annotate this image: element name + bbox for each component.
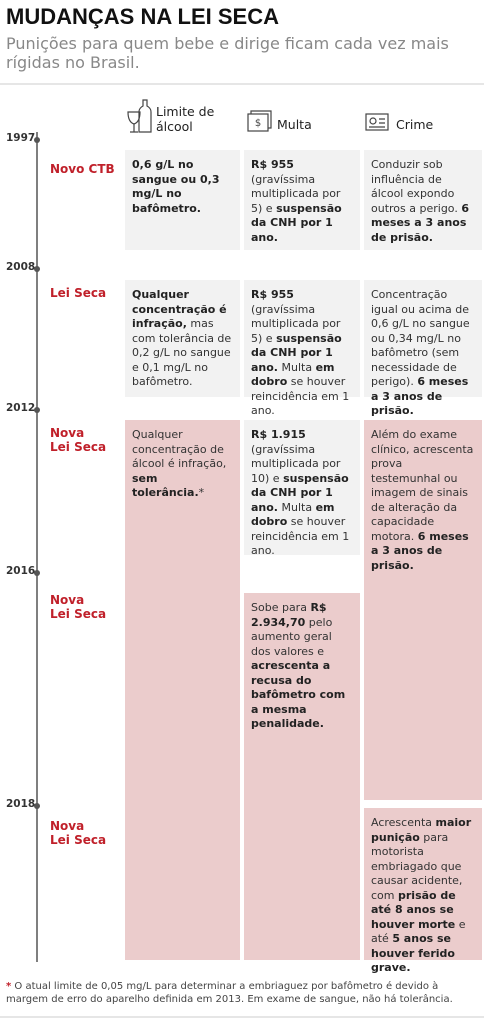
cell-text: 0,6 g/L no sangue ou 0,3 mg/L no bafômet… bbox=[132, 158, 220, 215]
year: 1997 bbox=[6, 132, 36, 144]
entry-label: Nova Lei Seca bbox=[50, 426, 107, 454]
year: 2018 bbox=[6, 798, 36, 810]
footnote-text: O atual limite de 0,05 mg/L para determi… bbox=[6, 981, 453, 1005]
cell-text: em dobro bbox=[251, 360, 335, 389]
cell-text: pelo aumento geral dos valores e bbox=[251, 615, 333, 658]
cell-text: prisão de até 8 anos se houver morte bbox=[371, 888, 456, 931]
timeline-dot bbox=[34, 407, 40, 413]
cell-text: suspensão da CNH por 1 ano. bbox=[251, 471, 349, 514]
cell: R$ 955 (gravíssima multiplicada por 5) e… bbox=[244, 280, 360, 417]
cell-text: e até bbox=[371, 917, 466, 946]
cell-text: acrescenta a recusa do bafômetro com a m… bbox=[251, 659, 346, 730]
cell-text: (gravíssima multiplicada por 10) e bbox=[251, 442, 341, 485]
cell: Qualquer concentração de álcool é infraç… bbox=[125, 420, 240, 960]
cell-text: * bbox=[198, 486, 205, 499]
cell-text: em dobro bbox=[251, 500, 335, 529]
cell-text: 6 meses a 3 anos de prisão. bbox=[371, 201, 469, 244]
icon-alcohol bbox=[127, 99, 152, 133]
cell-text: R$ 955 bbox=[251, 158, 294, 171]
cell-text: (gravíssima multiplicada por 5) e bbox=[251, 302, 341, 345]
timeline-dot bbox=[34, 266, 40, 272]
cell-text: Multa bbox=[278, 500, 316, 514]
bottom-rule bbox=[0, 1016, 484, 1018]
subtitle: Punições para quem bebe e dirige ficam c… bbox=[6, 34, 449, 72]
cell-text: Além do exame clínico, acrescenta prova … bbox=[371, 428, 474, 543]
cell-text: para motorista embriagado que causar aci… bbox=[371, 830, 463, 902]
year: 2008 bbox=[6, 261, 36, 273]
column-header: Multa bbox=[277, 117, 312, 132]
cell-text: Qualquer concentração de álcool é infraç… bbox=[132, 428, 227, 470]
cell: Concentração igual ou acima de 0,6 g/L n… bbox=[364, 280, 482, 417]
cell-text: se houver reincidência em 1 ano. bbox=[251, 375, 350, 417]
cell-text: 6 meses a 3 anos de prisão. bbox=[371, 375, 469, 417]
cell-text: Conduzir sob influência de álcool expond… bbox=[371, 158, 462, 215]
cell: Sobe para R$ 2.934,70 pelo aumento geral… bbox=[244, 593, 360, 960]
icon-fine: $ bbox=[247, 110, 272, 132]
cell-text: Qualquer concentração é infração, bbox=[132, 288, 227, 330]
cell-text: R$ 2.934,70 bbox=[251, 601, 327, 629]
year: 2012 bbox=[6, 402, 36, 414]
entry-label: Novo CTB bbox=[50, 162, 115, 176]
cell-text: R$ 955 bbox=[251, 288, 294, 301]
cell: Conduzir sob influência de álcool expond… bbox=[364, 150, 482, 250]
cell: Além do exame clínico, acrescenta prova … bbox=[364, 420, 482, 800]
column-header: Limite de álcool bbox=[156, 104, 215, 134]
cell: 0,6 g/L no sangue ou 0,3 mg/L no bafômet… bbox=[125, 150, 240, 250]
column-header: Crime bbox=[396, 117, 434, 132]
entry-label: Nova Lei Seca bbox=[50, 819, 107, 847]
svg-text:$: $ bbox=[255, 118, 261, 129]
cell-text: sem tolerância. bbox=[132, 471, 199, 500]
cell-text: Acrescenta bbox=[371, 816, 436, 829]
footnote: * O atual limite de 0,05 mg/L para deter… bbox=[6, 980, 480, 1006]
footnote-marker: * bbox=[6, 981, 12, 992]
cell-text: maior punição bbox=[371, 816, 472, 844]
cell-text: Multa bbox=[278, 360, 316, 374]
cell: R$ 1.915 (gravíssima multiplicada por 10… bbox=[244, 420, 360, 557]
cell-text: (gravíssima multiplicada por 5) e bbox=[251, 172, 341, 215]
year: 2016 bbox=[6, 565, 36, 577]
cell: Qualquer concentração é infração, mas co… bbox=[125, 280, 240, 397]
entry-label: Lei Seca bbox=[50, 286, 107, 300]
cell: Acrescenta maior punição para motorista … bbox=[364, 808, 482, 974]
title: MUDANÇAS NA LEI SECA bbox=[6, 4, 279, 29]
icon-crime bbox=[365, 113, 389, 131]
timeline-dot bbox=[34, 803, 40, 809]
entry-label: Nova Lei Seca bbox=[50, 593, 107, 621]
cell-text: mas com tolerância de 0,2 g/L no sangue … bbox=[132, 317, 232, 388]
cell: R$ 955 (gravíssima multiplicada por 5) e… bbox=[244, 150, 360, 250]
cell-text: Sobe para bbox=[251, 601, 311, 614]
cell-text: 6 meses a 3 anos de prisão. bbox=[371, 529, 469, 572]
cell-text: suspensão da CNH por 1 ano. bbox=[251, 201, 342, 244]
cell-text: se houver reincidência em 1 ano. bbox=[251, 515, 350, 557]
cell-text: suspensão da CNH por 1 ano. bbox=[251, 331, 342, 374]
timeline-dot bbox=[34, 570, 40, 576]
timeline-dot bbox=[34, 137, 40, 143]
cell-text: Concentração igual ou acima de 0,6 g/L n… bbox=[371, 288, 470, 388]
cell-text: 5 anos se houver ferido grave. bbox=[371, 932, 455, 974]
cell-text: R$ 1.915 bbox=[251, 428, 306, 441]
